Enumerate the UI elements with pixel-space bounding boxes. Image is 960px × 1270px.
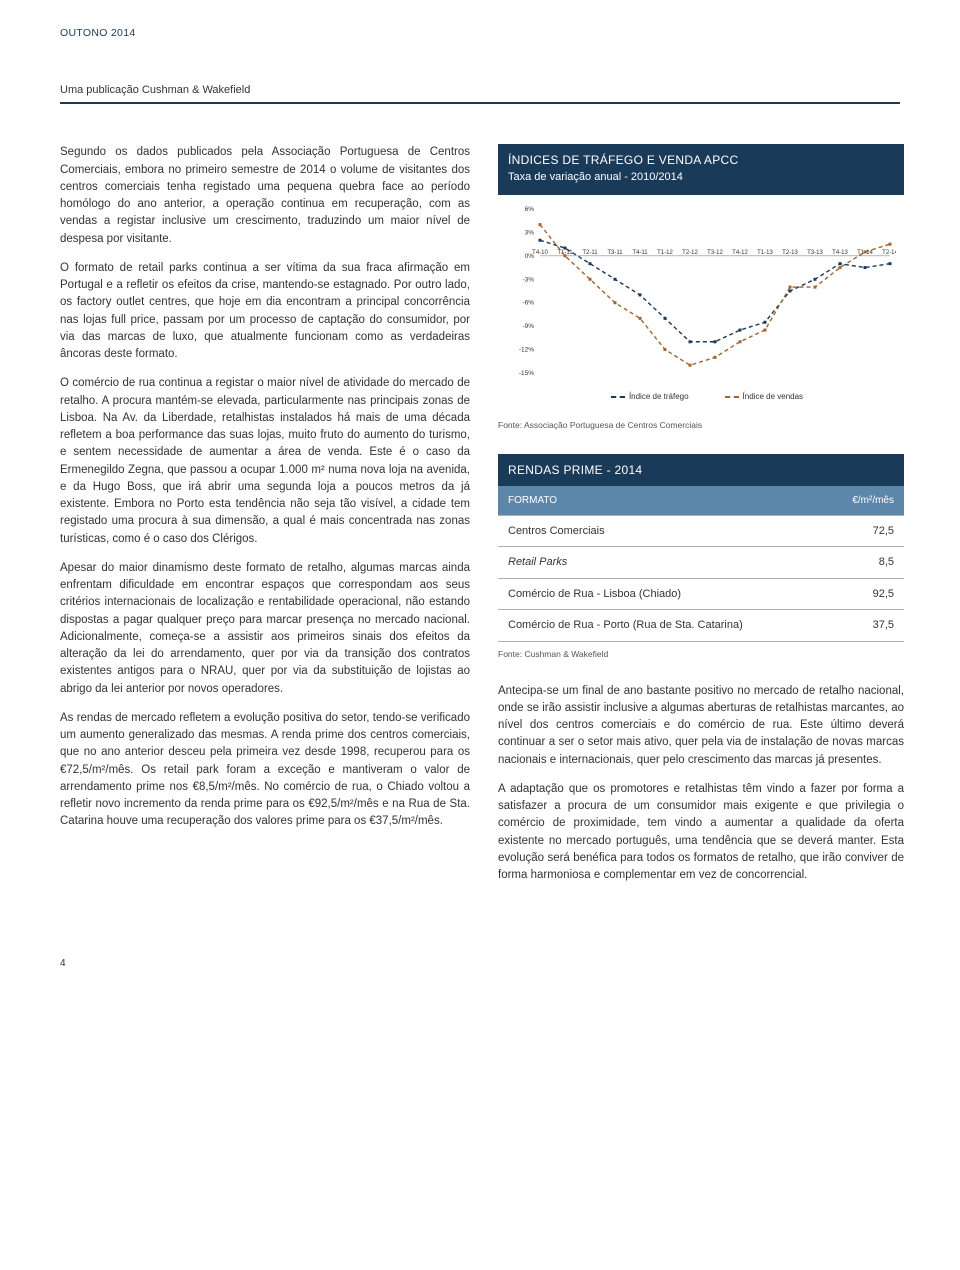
svg-text:T2-11: T2-11 xyxy=(582,250,598,256)
body-paragraph: O comércio de rua continua a registar o … xyxy=(60,375,470,548)
svg-text:-15%: -15% xyxy=(519,370,534,377)
svg-text:T4-10: T4-10 xyxy=(532,250,548,256)
table-cell-value: 92,5 xyxy=(825,578,904,610)
header-rule xyxy=(60,102,900,104)
svg-text:T4-12: T4-12 xyxy=(732,250,748,256)
table-source: Fonte: Cushman & Wakefield xyxy=(498,648,904,661)
svg-text:-9%: -9% xyxy=(522,323,534,330)
body-paragraph: Antecipa-se um final de ano bastante pos… xyxy=(498,683,904,769)
chart-container: 6%3%0%-3%-6%-9%-12%-15%T4-10T1-11T2-11T3… xyxy=(498,195,904,413)
table-row: Comércio de Rua - Lisboa (Chiado)92,5 xyxy=(498,578,904,610)
svg-text:-12%: -12% xyxy=(519,346,534,353)
body-paragraph: A adaptação que os promotores e retalhis… xyxy=(498,781,904,885)
table-cell-format: Comércio de Rua - Porto (Rua de Sta. Cat… xyxy=(498,610,825,642)
left-column: Segundo os dados publicados pela Associa… xyxy=(60,144,470,896)
svg-text:T1-12: T1-12 xyxy=(657,250,673,256)
svg-text:-3%: -3% xyxy=(522,276,534,283)
publication-line: Uma publicação Cushman & Wakefield xyxy=(60,82,900,99)
table-cell-value: 72,5 xyxy=(825,515,904,547)
svg-text:T3-11: T3-11 xyxy=(607,250,623,256)
chart-subtitle: Taxa de variação anual - 2010/2014 xyxy=(508,169,894,186)
body-paragraph: Apesar do maior dinamismo deste formato … xyxy=(60,560,470,698)
table-header-value: €/m²/mês xyxy=(825,486,904,516)
table-cell-format: Comércio de Rua - Lisboa (Chiado) xyxy=(498,578,825,610)
table-cell-value: 37,5 xyxy=(825,610,904,642)
legend-item: Índice de tráfego xyxy=(599,392,689,401)
right-column: ÍNDICES DE TRÁFEGO E VENDA APCC Taxa de … xyxy=(498,144,904,896)
svg-text:6%: 6% xyxy=(525,206,535,213)
chart-legend: Índice de tráfego Índice de vendas xyxy=(506,387,896,409)
table-row: Comércio de Rua - Porto (Rua de Sta. Cat… xyxy=(498,610,904,642)
chart-title: ÍNDICES DE TRÁFEGO E VENDA APCC xyxy=(508,151,894,169)
svg-text:3%: 3% xyxy=(525,229,535,236)
svg-text:T4-11: T4-11 xyxy=(632,250,648,256)
table-header-format: FORMATO xyxy=(498,486,825,516)
rents-table: FORMATO €/m²/mês Centros Comerciais72,5R… xyxy=(498,486,904,642)
table-cell-format: Retail Parks xyxy=(498,547,825,579)
svg-text:T3-12: T3-12 xyxy=(707,250,723,256)
legend-item: Índice de vendas xyxy=(713,392,804,401)
svg-text:T1-13: T1-13 xyxy=(757,250,773,256)
svg-text:T2-14: T2-14 xyxy=(882,250,896,256)
body-paragraph: Segundo os dados publicados pela Associa… xyxy=(60,144,470,248)
season-label: OUTONO 2014 xyxy=(60,26,900,42)
chart-header: ÍNDICES DE TRÁFEGO E VENDA APCC Taxa de … xyxy=(498,144,904,195)
body-paragraph: O formato de retail parks continua a ser… xyxy=(60,260,470,364)
two-column-layout: Segundo os dados publicados pela Associa… xyxy=(60,144,900,896)
table-cell-value: 8,5 xyxy=(825,547,904,579)
table-row: Retail Parks8,5 xyxy=(498,547,904,579)
svg-text:T2-12: T2-12 xyxy=(682,250,698,256)
chart-source: Fonte: Associação Portuguesa de Centros … xyxy=(498,419,904,432)
body-paragraph: As rendas de mercado refletem a evolução… xyxy=(60,710,470,831)
svg-text:-6%: -6% xyxy=(522,299,534,306)
svg-text:T3-13: T3-13 xyxy=(807,250,823,256)
svg-text:T4-13: T4-13 xyxy=(832,250,848,256)
table-row: Centros Comerciais72,5 xyxy=(498,515,904,547)
page-number: 4 xyxy=(60,956,900,971)
table-cell-format: Centros Comerciais xyxy=(498,515,825,547)
table-title: RENDAS PRIME - 2014 xyxy=(498,454,904,486)
svg-text:T2-13: T2-13 xyxy=(782,250,798,256)
line-chart: 6%3%0%-3%-6%-9%-12%-15%T4-10T1-11T2-11T3… xyxy=(506,201,896,381)
